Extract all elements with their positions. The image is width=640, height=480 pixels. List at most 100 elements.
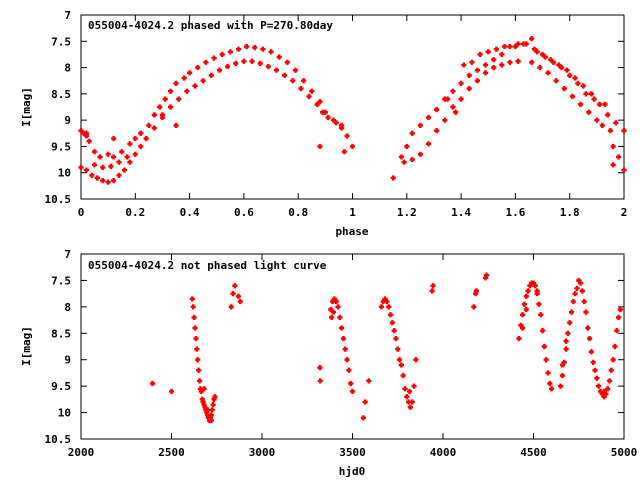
data-point — [196, 367, 202, 373]
data-point — [227, 49, 233, 55]
data-point — [190, 304, 196, 310]
data-point — [601, 388, 607, 395]
data-point — [417, 122, 423, 128]
data-point — [331, 296, 337, 302]
data-point — [466, 86, 472, 92]
data-point — [450, 88, 456, 94]
data-point — [407, 404, 414, 410]
data-point — [212, 394, 218, 400]
data-point — [523, 293, 529, 299]
data-point — [330, 309, 337, 315]
data-point — [328, 306, 334, 313]
data-point — [581, 298, 587, 305]
data-point — [257, 60, 263, 66]
data-point — [337, 314, 343, 321]
data-point — [235, 293, 242, 299]
data-point — [86, 138, 92, 144]
data-point — [197, 386, 204, 392]
data-point — [518, 322, 524, 328]
data-point — [105, 151, 111, 157]
data-point — [559, 372, 566, 379]
data-point — [268, 49, 274, 55]
data-point — [532, 283, 538, 289]
data-point — [567, 320, 573, 326]
data-point — [387, 312, 394, 318]
data-point — [597, 388, 604, 395]
data-points — [78, 36, 627, 185]
data-point — [100, 164, 106, 171]
data-point — [572, 75, 578, 81]
data-point — [523, 306, 529, 313]
data-point — [458, 80, 464, 86]
y-tick-label: 8 — [64, 62, 71, 75]
data-point — [119, 149, 125, 155]
data-point — [614, 328, 620, 334]
data-point — [205, 412, 211, 418]
data-point — [515, 58, 521, 64]
data-point — [232, 283, 238, 289]
data-point — [512, 43, 518, 50]
data-point — [404, 143, 410, 150]
data-point — [157, 104, 163, 110]
data-point — [572, 291, 578, 297]
data-point — [325, 114, 331, 121]
x-tick-label: 2 — [621, 206, 628, 219]
data-point — [346, 367, 352, 373]
data-point — [523, 41, 529, 47]
data-point — [474, 78, 480, 84]
data-point — [400, 372, 406, 379]
data-point — [382, 296, 388, 302]
data-point — [568, 309, 575, 315]
data-point — [583, 309, 589, 315]
data-point — [599, 391, 605, 397]
data-point — [461, 62, 467, 68]
data-point — [322, 109, 328, 115]
data-point — [477, 51, 483, 58]
data-point — [406, 388, 413, 395]
data-point — [398, 154, 404, 160]
unphased-light-curve-panel: 2000 2500 3000 3500 4000 4500 5000 7 7.5 8 8.5 9 9.… — [20, 248, 637, 478]
data-point — [458, 96, 464, 102]
data-point — [591, 96, 597, 102]
data-point — [501, 43, 508, 50]
data-point — [507, 59, 513, 65]
data-point — [507, 43, 513, 50]
data-point — [411, 383, 417, 389]
data-point — [110, 135, 117, 142]
data-point — [181, 75, 187, 81]
data-point — [610, 162, 616, 168]
data-point — [473, 288, 480, 294]
data-point — [309, 88, 315, 94]
y-tick-label: 7.5 — [51, 35, 71, 48]
data-point — [380, 298, 386, 305]
data-point — [320, 109, 326, 115]
y-tick-label: 9.5 — [51, 380, 71, 393]
data-point — [83, 167, 90, 173]
data-point — [493, 46, 499, 52]
data-points — [149, 272, 623, 424]
data-point — [429, 288, 435, 294]
data-point — [237, 298, 243, 305]
data-point — [541, 343, 547, 350]
data-point — [233, 60, 239, 66]
x-tick-label: 4500 — [520, 446, 547, 459]
data-point — [579, 288, 585, 294]
data-point — [201, 386, 207, 392]
data-point — [344, 357, 350, 363]
data-point — [342, 346, 348, 352]
data-point — [78, 128, 84, 134]
data-point — [127, 141, 133, 147]
data-point — [203, 59, 209, 65]
data-point — [425, 141, 432, 147]
x-tick-label: 0.8 — [288, 206, 308, 219]
data-point — [116, 172, 122, 178]
data-point — [450, 104, 456, 110]
data-point — [534, 49, 540, 55]
data-point — [561, 86, 567, 92]
data-point — [159, 114, 166, 121]
data-point — [469, 59, 475, 65]
data-point — [91, 162, 98, 168]
data-point — [613, 120, 619, 126]
chart-title: 055004-4024.2 phased with P=270.80day — [88, 19, 333, 32]
x-tick-label: 3500 — [339, 446, 366, 459]
